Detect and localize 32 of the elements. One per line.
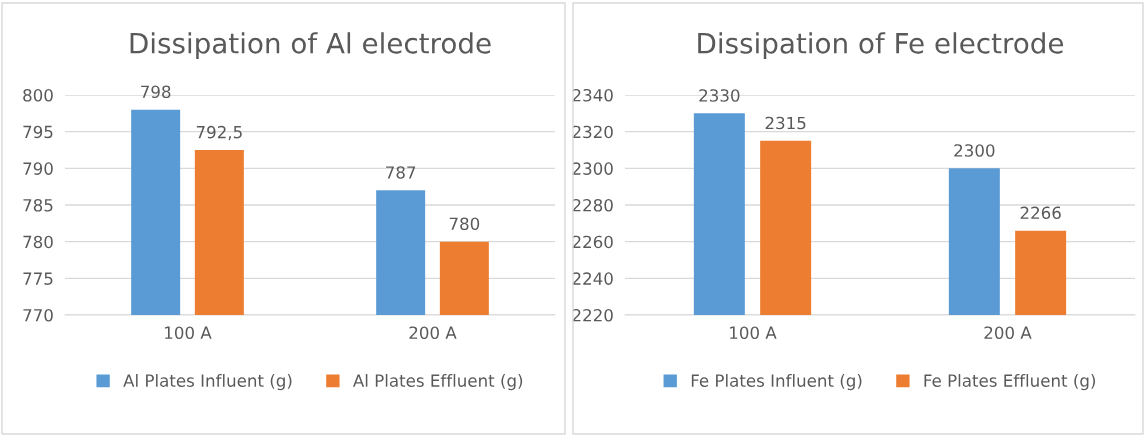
y-tick-label: 770 (23, 308, 53, 322)
legend-label: Al Plates Effluent (g) (353, 374, 523, 391)
y-tick-label: 2240 (572, 272, 613, 285)
y-tick-label: 780 (23, 235, 53, 249)
data-label: 780 (449, 217, 480, 231)
y-tick-label: 2260 (572, 235, 613, 249)
data-label: 792,5 (196, 125, 242, 141)
chart-title: Dissipation of Fe electrode (698, 32, 1064, 60)
data-label: 798 (141, 85, 171, 99)
y-tick-label: 785 (23, 198, 53, 212)
data-label: 2300 (954, 144, 995, 157)
data-label: 2266 (1020, 206, 1061, 220)
y-tick-label: 795 (23, 125, 53, 139)
y-tick-label: 800 (23, 88, 53, 102)
y-tick-label: 2300 (572, 162, 613, 175)
data-label: 787 (386, 166, 416, 179)
y-tick-label: 775 (23, 272, 53, 285)
x-tick-label: 100 A (730, 326, 777, 340)
y-tick-label: 2340 (572, 88, 613, 102)
x-tick-label: 200 A (409, 326, 457, 340)
y-tick-label: 790 (23, 162, 53, 175)
y-tick-label: 2280 (572, 198, 613, 212)
x-tick-label: 200 A (984, 326, 1032, 340)
x-tick-label: 100 A (165, 326, 212, 340)
y-tick-label: 2220 (572, 308, 613, 322)
legend-label: Fe Plates Influent (g) (691, 374, 862, 391)
data-label: 2330 (699, 89, 740, 102)
y-tick-label: 2320 (572, 125, 613, 139)
data-label: 2315 (765, 116, 806, 130)
legend-label: Al Plates Influent (g) (123, 374, 292, 391)
legend-label: Fe Plates Effluent (g) (924, 374, 1096, 391)
chart-title: Dissipation of Al electrode (130, 32, 491, 60)
